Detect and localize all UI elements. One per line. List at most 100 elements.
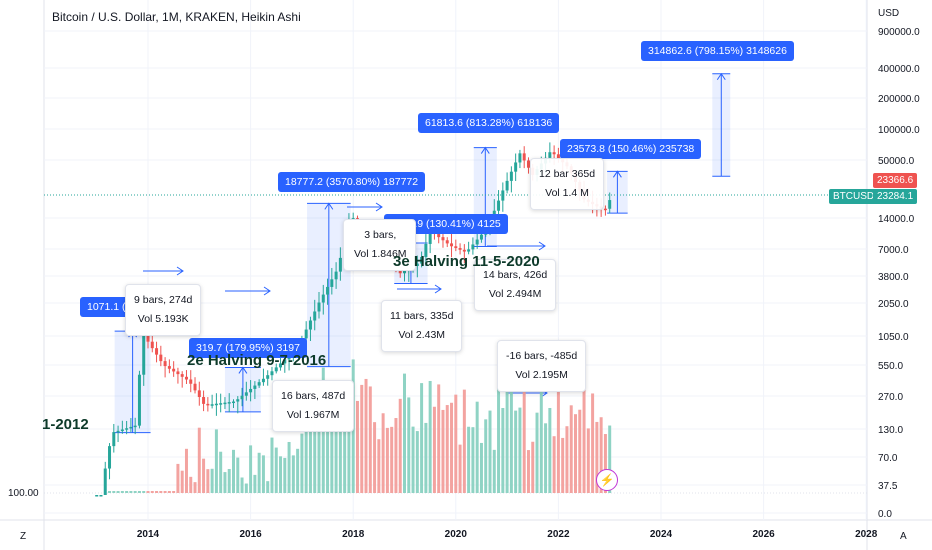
volume-bar <box>428 380 432 493</box>
candle-body <box>167 366 171 369</box>
volume-bar <box>420 383 424 493</box>
candle-body <box>150 341 154 349</box>
volume-bar <box>403 373 406 493</box>
candle-body <box>266 375 270 379</box>
volume-bar <box>159 491 163 493</box>
auto-scale-toggle[interactable]: A <box>900 531 907 542</box>
volume-bar <box>317 405 321 493</box>
volume-bar <box>360 384 364 493</box>
candle-body <box>450 243 454 247</box>
volume-bar <box>501 408 505 493</box>
volume-bar <box>373 422 377 493</box>
volume-bar <box>133 491 137 493</box>
volume-bar <box>450 402 454 493</box>
y-tick-label: 550.0 <box>878 361 903 372</box>
volume-bar <box>368 386 372 493</box>
volume-bar <box>458 444 462 493</box>
volume-bar <box>531 441 535 493</box>
volume-bar <box>206 469 210 493</box>
volume-bar <box>509 379 513 493</box>
measure-arrowhead <box>480 146 490 154</box>
volume-bar <box>236 457 240 493</box>
volume-bar <box>492 449 496 493</box>
candle-body <box>334 271 338 280</box>
info-box-3: 3 bars, Vol 1.846M <box>343 219 416 271</box>
volume-bar <box>308 402 312 493</box>
volume-bar <box>287 441 291 493</box>
volume-bar <box>415 431 419 493</box>
x-tick-label: 2026 <box>752 529 775 540</box>
volume-bar <box>424 422 428 493</box>
measure-tag-5[interactable]: 61813.6 (813.28%) 618136 <box>418 113 560 133</box>
candle-body <box>471 244 475 250</box>
log-scale-toggle[interactable]: Z <box>20 531 27 542</box>
time-arrowhead <box>375 202 383 212</box>
candle-body <box>428 230 432 244</box>
volume-bar <box>291 455 295 493</box>
volume-bar <box>355 400 359 493</box>
volume-bar <box>189 476 193 493</box>
candle-body <box>163 361 167 367</box>
candle-body <box>415 263 419 267</box>
volume-bar <box>591 393 595 493</box>
measure-tag-3[interactable]: 18777.2 (3570.80%) 187772 <box>278 172 426 192</box>
candle-body <box>398 269 402 274</box>
measure-tag-7[interactable]: 314862.6 (798.15%) 3148626 <box>641 41 794 61</box>
volume-bar <box>227 468 231 493</box>
volume-bar <box>137 491 141 493</box>
candle-body <box>159 354 163 362</box>
candle-body <box>120 429 124 432</box>
measure-tag-2[interactable]: 319.7 (179.95%) 3197 <box>189 338 307 358</box>
currency-label: USD <box>878 8 900 19</box>
left-axis-label: 100.00 <box>8 488 39 499</box>
chart-title: Bitcoin / U.S. Dollar, 1M, KRAKEN, Heiki… <box>52 10 301 24</box>
volume-bar <box>155 491 159 493</box>
candle-body <box>338 257 342 272</box>
info-box-1: 9 bars, 274d Vol 5.193K <box>125 284 202 336</box>
volume-bar <box>326 405 330 493</box>
measure-tag-6[interactable]: 23573.8 (150.46%) 235738 <box>560 139 702 159</box>
candle-body <box>155 348 159 355</box>
candle-body <box>458 248 462 250</box>
info-line: Vol 2.195M <box>515 369 568 381</box>
measure-tag-1[interactable]: 1071.1 (8 <box>80 297 139 317</box>
candle-body <box>424 243 428 257</box>
symbol-tag: BTCUSD <box>829 189 879 204</box>
y-tick-label: 70.0 <box>878 453 898 464</box>
volume-bar <box>347 404 351 493</box>
candle-body <box>304 329 308 339</box>
candle-body <box>326 286 330 295</box>
y-tick-label: 3800.0 <box>878 272 909 283</box>
volume-bar <box>330 382 334 493</box>
volume-bar <box>475 401 479 493</box>
volume-bar <box>569 405 573 493</box>
info-box-7: 12 bar 365d Vol 1.4 M <box>530 158 605 210</box>
info-line: Vol 1.846M <box>354 248 407 260</box>
volume-bar <box>467 426 471 493</box>
volume-bar <box>142 491 146 493</box>
volume-bar <box>385 427 389 493</box>
volume-bar <box>146 491 150 493</box>
y-tick-label: 0.0 <box>878 509 892 520</box>
x-tick-label: 2024 <box>650 529 673 540</box>
info-line: Vol 1.967M <box>286 409 340 421</box>
candle-body <box>193 383 197 391</box>
volume-bar <box>561 437 565 493</box>
volume-bar <box>150 491 154 493</box>
candle-body <box>202 397 206 404</box>
candle-body <box>133 425 137 428</box>
info-line: 11 bars, 335d <box>390 310 454 322</box>
volume-bar <box>578 409 582 493</box>
halving-label-1: 1-2012 <box>42 416 89 433</box>
volume-bar <box>219 451 223 493</box>
halving-label-3: 3e Halving 11-5-2020 <box>393 253 540 270</box>
candle-body <box>467 249 471 252</box>
candle-body <box>608 200 612 209</box>
measure-arrowhead <box>324 202 334 210</box>
volume-bar <box>261 455 265 493</box>
lightning-icon[interactable]: ⚡ <box>596 469 618 491</box>
halving-label-2: 2e Halving 9-7-2016 <box>187 352 327 369</box>
volume-bar <box>364 378 368 493</box>
candle-body <box>257 382 261 386</box>
